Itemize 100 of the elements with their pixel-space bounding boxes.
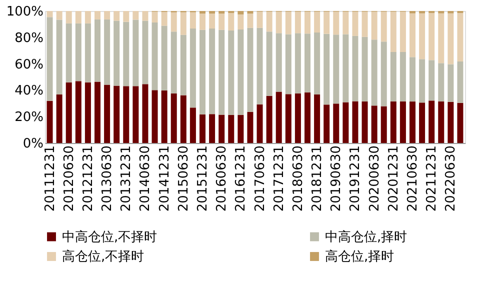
- bar: [371, 12, 378, 40]
- bar: [170, 94, 177, 143]
- bar: [428, 60, 435, 101]
- bar: [104, 84, 110, 143]
- y-tick-label: 60%: [14, 57, 44, 72]
- x-tick-label: 20211231: [424, 146, 440, 212]
- legend-label: 中高仓位,不择时: [62, 228, 158, 245]
- bar: [285, 12, 292, 34]
- x-tick-label: 20220630: [444, 146, 459, 212]
- y-tick-label: 0%: [22, 136, 44, 152]
- bar: [266, 96, 272, 143]
- bar: [371, 106, 378, 143]
- bar: [161, 26, 168, 90]
- bar: [324, 34, 330, 105]
- bar: [352, 12, 358, 36]
- bar: [84, 23, 91, 82]
- x-tick-label: 20120630: [62, 146, 77, 212]
- x-tick-label: 20201231: [386, 146, 402, 212]
- bar: [428, 12, 435, 60]
- bar: [438, 102, 444, 143]
- bar: [410, 57, 416, 102]
- bar: [380, 106, 387, 143]
- bar: [438, 63, 444, 102]
- bar: [84, 11, 91, 24]
- bar: [114, 20, 120, 86]
- bar: [46, 17, 53, 101]
- bar: [294, 33, 301, 94]
- bar: [419, 102, 426, 143]
- y-tick-label: 100%: [6, 4, 44, 20]
- bar: [304, 92, 310, 143]
- bar: [123, 22, 130, 86]
- bar: [180, 95, 186, 143]
- bar: [114, 11, 120, 21]
- bar: [180, 12, 186, 35]
- bar: [170, 12, 177, 32]
- bar: [123, 11, 130, 22]
- bar: [333, 34, 340, 104]
- bar: [400, 102, 406, 143]
- bar: [152, 22, 158, 90]
- bar: [161, 90, 168, 143]
- bar: [209, 11, 216, 14]
- y-tick-label: 80%: [14, 30, 44, 46]
- bar: [218, 30, 225, 115]
- bar: [170, 32, 177, 94]
- x-tick-label: 20161231: [234, 146, 249, 212]
- bar: [161, 12, 168, 26]
- bar: [314, 12, 320, 33]
- bar: [94, 19, 100, 82]
- bar: [390, 12, 396, 52]
- x-tick-label: 20151231: [196, 146, 210, 212]
- x-tick-label: 20170630: [252, 146, 268, 212]
- bar: [247, 112, 254, 143]
- bar: [56, 11, 62, 20]
- bar: [457, 12, 464, 62]
- bar: [66, 82, 72, 143]
- bar: [324, 12, 330, 34]
- bar: [448, 102, 454, 143]
- legend-label: 中高仓位,择时: [325, 228, 408, 245]
- bar: [410, 13, 416, 58]
- bar: [209, 28, 216, 114]
- bar: [380, 42, 387, 106]
- bar: [94, 11, 100, 20]
- bar: [104, 11, 110, 20]
- x-tick-label: 20141231: [157, 146, 172, 212]
- bar: [200, 114, 206, 143]
- bar: [457, 62, 464, 103]
- bar: [256, 28, 263, 104]
- legend-label: 高仓位,不择时: [62, 248, 144, 264]
- bar: [362, 102, 368, 143]
- bar: [75, 11, 82, 24]
- x-tick-label: 20160630: [214, 146, 230, 212]
- bar: [132, 20, 139, 86]
- bar: [190, 12, 196, 29]
- bar: [200, 30, 206, 114]
- bar: [75, 81, 82, 143]
- bar: [247, 14, 254, 28]
- bar: [371, 40, 378, 106]
- bar: [200, 11, 206, 14]
- bar: [276, 33, 282, 92]
- bar: [342, 34, 349, 102]
- bar: [123, 86, 130, 143]
- bar: [333, 12, 340, 35]
- bar: [294, 94, 301, 143]
- bar: [218, 114, 225, 143]
- bar: [180, 34, 186, 96]
- x-tick-label: 20200630: [367, 146, 382, 212]
- bar: [352, 36, 358, 102]
- bar: [66, 23, 72, 82]
- bar: [228, 30, 234, 116]
- bar: [380, 12, 387, 42]
- bar: [238, 11, 244, 14]
- bar: [190, 108, 196, 143]
- bar: [390, 52, 396, 102]
- bar: [228, 115, 234, 143]
- bar: [266, 32, 272, 96]
- bar: [324, 104, 330, 143]
- bar: [75, 23, 82, 82]
- bar: [400, 52, 406, 102]
- legend-label: 高仓位,择时: [325, 248, 394, 264]
- bar: [285, 34, 292, 94]
